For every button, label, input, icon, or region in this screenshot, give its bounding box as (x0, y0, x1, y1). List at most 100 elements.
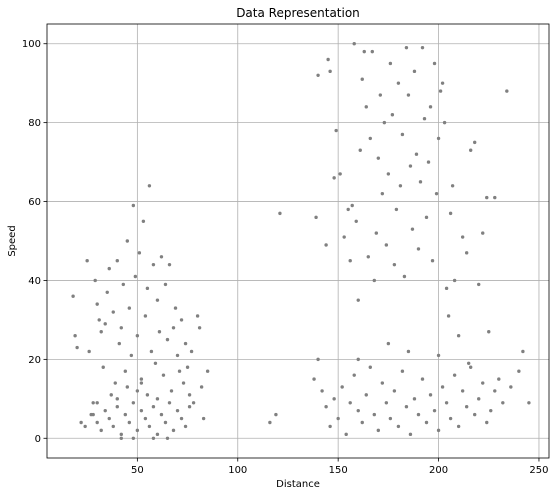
x-axis-label: Distance (276, 479, 320, 490)
data-point (111, 424, 115, 429)
data-point (133, 274, 138, 279)
y-tick-label: 20 (28, 355, 41, 366)
data-point (398, 184, 403, 188)
data-point (394, 207, 399, 212)
data-point (113, 381, 117, 385)
data-point (485, 195, 489, 200)
data-point (432, 61, 437, 66)
data-point (191, 401, 196, 405)
data-point (430, 259, 435, 263)
data-point (493, 195, 497, 200)
data-point (127, 420, 132, 425)
data-point (468, 365, 473, 369)
data-point (91, 412, 95, 417)
data-point (442, 120, 447, 125)
data-point (115, 259, 119, 263)
y-tick-label: 80 (28, 118, 41, 129)
data-point (481, 381, 485, 385)
data-point (95, 420, 99, 425)
data-point (477, 397, 481, 401)
data-point (360, 77, 364, 81)
data-point (316, 73, 320, 77)
data-point (428, 393, 433, 397)
data-point (147, 424, 152, 429)
data-point (91, 401, 95, 405)
data-point (344, 432, 348, 437)
data-point (460, 389, 465, 393)
data-point (165, 337, 170, 342)
data-point (388, 61, 393, 66)
data-point (175, 353, 180, 358)
data-point (125, 239, 130, 243)
data-point (346, 207, 350, 212)
data-point (109, 393, 113, 397)
data-point (145, 286, 150, 291)
data-point (402, 274, 407, 279)
data-point (386, 341, 391, 346)
data-point (424, 215, 429, 220)
data-point (131, 436, 136, 440)
data-point (99, 428, 103, 433)
data-point (376, 428, 381, 433)
data-point (199, 385, 204, 389)
data-point (466, 361, 471, 366)
data-point (517, 369, 521, 373)
data-point (356, 408, 360, 413)
data-point (149, 349, 154, 354)
data-point (181, 381, 186, 385)
data-point (187, 405, 192, 409)
data-point (380, 381, 385, 385)
data-point (364, 105, 368, 109)
data-point (145, 393, 150, 397)
data-point (131, 203, 136, 208)
data-point (468, 148, 473, 152)
data-point (426, 160, 431, 164)
data-point (473, 412, 477, 417)
data-point (324, 243, 328, 247)
data-point (73, 333, 77, 338)
data-point (326, 57, 330, 62)
data-point (103, 408, 107, 413)
data-point (360, 420, 364, 425)
data-point (121, 282, 126, 287)
data-point (153, 361, 158, 366)
data-point (374, 231, 379, 235)
plot-frame (46, 23, 550, 459)
data-point (446, 314, 451, 318)
data-point (366, 255, 370, 259)
data-point (420, 377, 425, 381)
data-point (139, 381, 144, 385)
data-point (368, 365, 372, 369)
data-point (370, 49, 374, 54)
data-point (139, 408, 144, 413)
data-point (473, 140, 477, 145)
data-point (314, 215, 318, 220)
data-point (408, 164, 413, 168)
data-point (143, 314, 148, 318)
data-point (171, 326, 176, 330)
data-point (444, 286, 449, 291)
data-point (501, 401, 505, 405)
data-point (328, 69, 332, 74)
data-point (493, 389, 497, 393)
data-point (328, 424, 332, 429)
data-point (155, 298, 160, 302)
data-point (477, 282, 481, 287)
data-point (117, 341, 121, 346)
data-point (368, 136, 372, 141)
data-point (408, 432, 413, 437)
data-point (450, 184, 455, 188)
data-point (147, 184, 152, 188)
data-point (131, 401, 136, 405)
data-point (197, 326, 202, 330)
data-point (183, 341, 188, 346)
data-point (332, 176, 336, 180)
data-point (444, 401, 449, 405)
data-point (151, 436, 156, 440)
data-point (159, 412, 164, 417)
data-point (527, 401, 531, 405)
data-point (312, 377, 316, 381)
y-tick-label: 0 (35, 434, 41, 445)
data-point (396, 81, 401, 85)
